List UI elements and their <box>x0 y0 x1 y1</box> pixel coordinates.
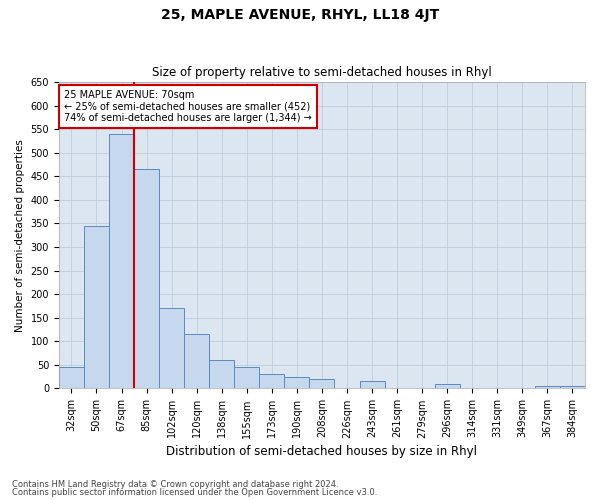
Bar <box>234 367 259 388</box>
Bar <box>134 170 159 388</box>
Bar <box>109 134 134 388</box>
Bar <box>284 376 310 388</box>
Text: Contains public sector information licensed under the Open Government Licence v3: Contains public sector information licen… <box>12 488 377 497</box>
Bar <box>209 360 234 388</box>
Bar <box>84 226 109 388</box>
Bar <box>359 382 385 388</box>
Bar <box>310 379 334 388</box>
Text: Contains HM Land Registry data © Crown copyright and database right 2024.: Contains HM Land Registry data © Crown c… <box>12 480 338 489</box>
X-axis label: Distribution of semi-detached houses by size in Rhyl: Distribution of semi-detached houses by … <box>166 444 478 458</box>
Bar <box>259 374 284 388</box>
Text: 25, MAPLE AVENUE, RHYL, LL18 4JT: 25, MAPLE AVENUE, RHYL, LL18 4JT <box>161 8 439 22</box>
Title: Size of property relative to semi-detached houses in Rhyl: Size of property relative to semi-detach… <box>152 66 492 80</box>
Bar <box>560 386 585 388</box>
Bar <box>535 386 560 388</box>
Bar <box>184 334 209 388</box>
Text: 25 MAPLE AVENUE: 70sqm
← 25% of semi-detached houses are smaller (452)
74% of se: 25 MAPLE AVENUE: 70sqm ← 25% of semi-det… <box>64 90 312 123</box>
Y-axis label: Number of semi-detached properties: Number of semi-detached properties <box>15 139 25 332</box>
Bar <box>434 384 460 388</box>
Bar <box>159 308 184 388</box>
Bar <box>59 367 84 388</box>
